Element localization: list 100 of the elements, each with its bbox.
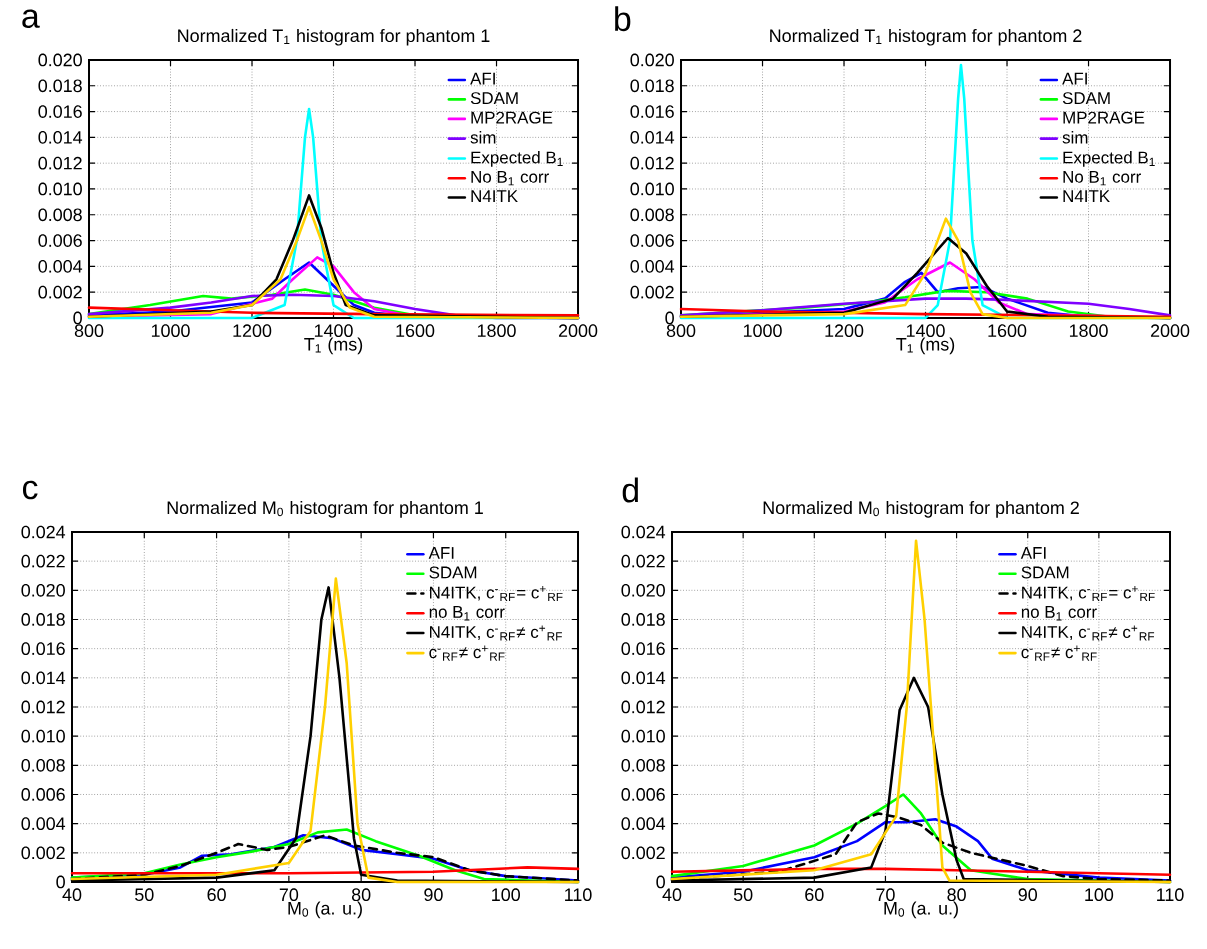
y-tick-label: 0.012 bbox=[21, 700, 65, 714]
y-tick-label: 0.020 bbox=[621, 583, 665, 597]
y-tick-label: 0 bbox=[73, 311, 82, 325]
y-tick-label: 0.006 bbox=[630, 234, 674, 247]
legend-label: SDAM bbox=[1062, 92, 1110, 105]
legend-label: SDAM bbox=[1021, 566, 1069, 579]
y-tick-label: 0.010 bbox=[38, 182, 82, 196]
x-axis-title: T$_{1}$ (ms) bbox=[304, 337, 363, 355]
legend-label: no B$_{1}$ corr bbox=[1021, 606, 1097, 621]
y-tick-label: 0.012 bbox=[630, 156, 674, 170]
x-axis-title: M$_{0}$ (a. u.) bbox=[884, 901, 958, 919]
y-tick-label: 0.024 bbox=[21, 525, 66, 539]
legend-label: SDAM bbox=[470, 92, 518, 105]
legend-label: No B$_{1}$ corr bbox=[471, 171, 549, 186]
x-tick-label: 1600 bbox=[396, 324, 435, 338]
y-tick-label: 0 bbox=[656, 875, 665, 889]
legend-label: N4ITK, c$^{-}$$_{RF}$≠ c$^{+}$RF bbox=[430, 625, 562, 641]
y-tick-label: 0.014 bbox=[621, 671, 666, 685]
x-tick-label: 80 bbox=[947, 888, 966, 902]
y-tick-label: 0.002 bbox=[621, 846, 665, 860]
y-tick-label: 0.016 bbox=[38, 105, 82, 118]
y-tick-label: 0.014 bbox=[630, 131, 675, 144]
y-tick-label: 0 bbox=[56, 875, 65, 889]
legend-label: no B$_{1}$ corr bbox=[429, 606, 505, 621]
legend-label: sim bbox=[470, 131, 496, 144]
legend-label: AFI bbox=[428, 547, 454, 559]
x-tick-label: 1000 bbox=[743, 324, 782, 338]
y-tick-label: 0.004 bbox=[38, 260, 83, 273]
x-tick-label: 80 bbox=[351, 888, 371, 902]
y-tick-label: 0.008 bbox=[621, 758, 665, 772]
y-tick-label: 0.018 bbox=[21, 613, 65, 626]
y-tick-label: 0.004 bbox=[621, 817, 666, 831]
legend-label: N4ITK, c$^{-}$$_{RF}$= c$^{+}$RF bbox=[430, 585, 563, 602]
y-tick-label: 0.022 bbox=[21, 554, 65, 568]
y-tick-label: 0.018 bbox=[621, 613, 665, 626]
y-tick-label: 0.020 bbox=[38, 53, 82, 67]
y-tick-label: 0.008 bbox=[38, 208, 82, 222]
y-tick-label: 0.002 bbox=[38, 285, 82, 299]
y-tick-label: 0.020 bbox=[630, 53, 674, 67]
x-tick-label: 1600 bbox=[988, 324, 1027, 338]
x-tick-label: 90 bbox=[424, 888, 443, 902]
legend-label: N4ITK, c$^{-}$$_{RF}$≠ c$^{+}$RF bbox=[1022, 625, 1155, 641]
x-tick-label: 50 bbox=[733, 888, 753, 902]
legend-label: N4ITK bbox=[1063, 190, 1110, 202]
chart-title: Normalized M$_{0}$ histogram for phantom 1 bbox=[167, 500, 483, 518]
x-tick-label: 100 bbox=[492, 888, 520, 902]
x-tick-label: 50 bbox=[135, 888, 154, 902]
x-axis-title: M$_{0}$ (a. u.) bbox=[288, 901, 362, 919]
y-tick-label: 0.016 bbox=[21, 642, 65, 656]
y-tick-label: 0.012 bbox=[38, 156, 82, 170]
x-tick-label: 800 bbox=[74, 324, 104, 338]
x-tick-label: 1400 bbox=[314, 324, 353, 338]
legend-label: sim bbox=[1062, 131, 1088, 144]
text: b bbox=[615, 6, 631, 32]
y-tick-label: 0.004 bbox=[21, 817, 66, 831]
chart-title: Normalized M$_{0}$ histogram for phantom 2 bbox=[763, 500, 1079, 518]
x-axis-title: T$_{1}$ (ms) bbox=[896, 337, 955, 355]
legend-label: MP2RAGE bbox=[471, 111, 553, 124]
text: c bbox=[22, 480, 38, 500]
legend-label: AFI bbox=[1020, 547, 1046, 559]
x-tick-label: 90 bbox=[1018, 888, 1038, 902]
chart-title: Normalized T$_{1}$ histogram for phantom 1 bbox=[178, 28, 490, 46]
x-tick-label: 1200 bbox=[825, 324, 864, 338]
text: a bbox=[22, 9, 40, 28]
y-tick-label: 0.008 bbox=[21, 758, 65, 772]
y-tick-label: 0.010 bbox=[21, 729, 65, 743]
x-tick-label: 1000 bbox=[151, 324, 190, 338]
x-tick-label: 2000 bbox=[558, 324, 598, 338]
y-tick-label: 0.010 bbox=[630, 182, 674, 196]
y-tick-label: 0.016 bbox=[621, 642, 665, 656]
legend-label: N4ITK, c$^{-}$$_{RF}$= c$^{+}$RF bbox=[1022, 585, 1155, 602]
y-tick-label: 0.008 bbox=[630, 208, 674, 222]
x-tick-label: 70 bbox=[279, 888, 299, 902]
legend-label: c$^{-}$$_{RF}$≠ c$^{+}$RF bbox=[1021, 645, 1097, 661]
y-tick-label: 0.002 bbox=[21, 846, 65, 860]
legend-label: MP2RAGE bbox=[1063, 111, 1145, 124]
x-tick-label: 110 bbox=[1157, 888, 1184, 902]
x-tick-label: 110 bbox=[565, 888, 592, 902]
legend-label: Expected B$_{1}$ bbox=[471, 151, 563, 167]
y-tick-label: 0.012 bbox=[621, 700, 665, 714]
y-tick-label: 0.022 bbox=[621, 554, 665, 568]
legend-label: N4ITK bbox=[471, 190, 518, 202]
text: d bbox=[622, 477, 638, 503]
y-tick-label: 0.014 bbox=[38, 131, 83, 144]
legend-label: AFI bbox=[470, 72, 495, 85]
y-tick-label: 0.002 bbox=[630, 285, 674, 299]
y-tick-label: 0.018 bbox=[38, 79, 82, 93]
chart-title: Normalized T$_{1}$ histogram for phantom 2 bbox=[770, 28, 1082, 46]
y-tick-label: 0.020 bbox=[21, 583, 65, 597]
y-tick-label: 0.018 bbox=[630, 79, 674, 93]
x-tick-label: 60 bbox=[207, 888, 226, 902]
y-tick-label: 0.016 bbox=[630, 105, 674, 118]
legend-label: SDAM bbox=[429, 566, 477, 579]
legend-label: AFI bbox=[1062, 72, 1087, 85]
x-tick-label: 2000 bbox=[1150, 324, 1190, 338]
x-tick-label: 1200 bbox=[233, 324, 272, 338]
x-tick-label: 60 bbox=[805, 888, 824, 902]
legend-label: No B$_{1}$ corr bbox=[1063, 171, 1141, 186]
y-tick-label: 0.006 bbox=[21, 788, 65, 801]
y-tick-label: 0.006 bbox=[621, 788, 665, 801]
